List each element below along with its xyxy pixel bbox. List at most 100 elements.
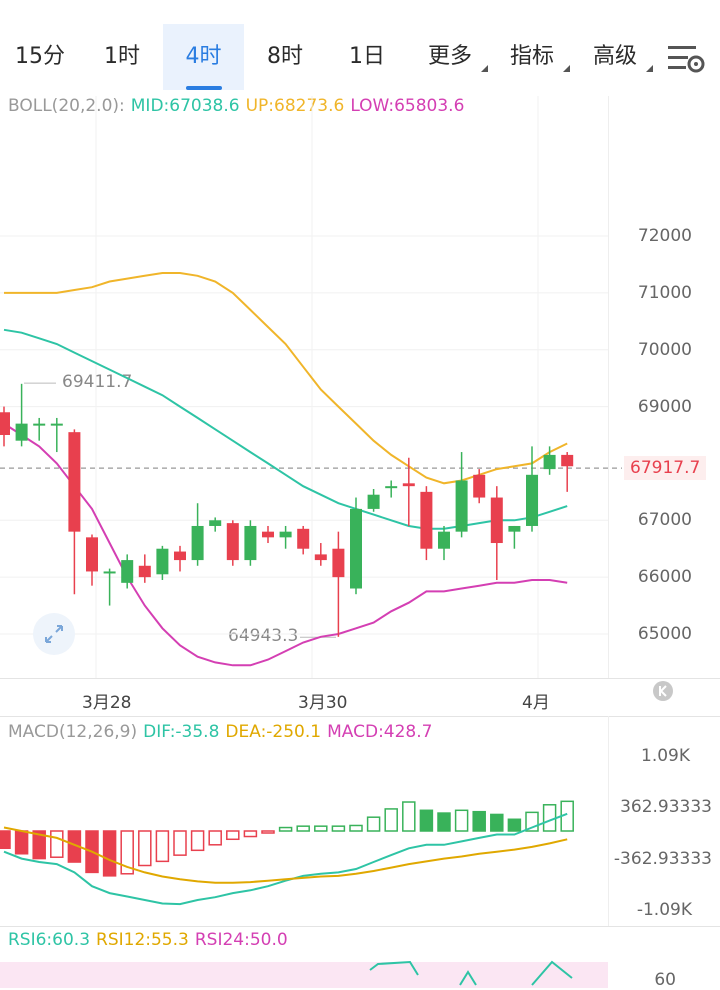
expand-chart-icon[interactable] xyxy=(32,612,76,656)
macd-bar xyxy=(278,826,293,832)
candle-body xyxy=(138,565,151,578)
tab-label: 高级 xyxy=(592,44,637,69)
candle-body xyxy=(490,497,503,544)
date-label: 4月 xyxy=(522,693,550,713)
macd-bar xyxy=(102,830,117,877)
boll-mid-line xyxy=(3,328,568,530)
macd-bar xyxy=(490,813,504,832)
tab-more[interactable]: 更多 xyxy=(410,24,490,90)
chart-divider xyxy=(0,716,720,717)
macd-bar xyxy=(384,808,398,832)
dropdown-triangle-icon xyxy=(646,65,653,72)
min-price-marker: 64943.3 xyxy=(228,626,299,646)
candle-body xyxy=(367,494,380,509)
boll-low-value: LOW:65803.6 xyxy=(350,96,465,116)
macd-bar xyxy=(226,830,240,841)
candle-body xyxy=(455,480,468,532)
tab-label: 1时 xyxy=(104,44,140,69)
price-tick: 67000 xyxy=(637,510,692,530)
tab-indicators[interactable]: 指标 xyxy=(492,24,572,90)
macd-bar xyxy=(525,811,539,832)
macd-tick: -1.09K xyxy=(636,900,692,920)
macd-bar xyxy=(419,809,434,832)
candle-body xyxy=(314,554,327,561)
macd-legend: MACD(12,26,9) DIF:-35.8 DEA:-250.1 MACD:428… xyxy=(8,722,438,742)
macd-bar xyxy=(454,809,469,832)
date-label: 3月28 xyxy=(82,693,132,713)
candle-body xyxy=(68,432,81,532)
tab-15m[interactable]: 15分 xyxy=(0,24,80,90)
macd-dea-line xyxy=(3,826,568,884)
boll-lower-line xyxy=(3,422,568,667)
candle-body xyxy=(86,537,98,572)
macd-bar xyxy=(437,812,451,832)
macd-dea-value: DEA:-250.1 xyxy=(225,722,322,742)
macd-bar xyxy=(32,830,46,860)
tab-4h[interactable]: 4时 xyxy=(163,24,244,90)
macd-bar xyxy=(331,825,346,832)
candle-body xyxy=(226,523,239,561)
tab-label: 4时 xyxy=(185,44,222,69)
tab-label: 更多 xyxy=(427,44,472,69)
tab-1d[interactable]: 1日 xyxy=(327,24,407,90)
macd-dif-value: DIF:-35.8 xyxy=(143,722,220,742)
macd-bar xyxy=(472,810,486,832)
macd-bar xyxy=(314,825,328,832)
max-price-marker: 69411.7 xyxy=(62,372,133,392)
candle-body xyxy=(156,548,169,575)
macd-name: MACD(12,26,9) xyxy=(8,722,138,742)
macd-bar xyxy=(243,830,258,838)
current-price-tag: 67917.7 xyxy=(624,456,707,480)
rsi-tick: 60 xyxy=(654,970,676,990)
chart-settings-icon[interactable] xyxy=(666,42,706,76)
macd-bar xyxy=(208,830,222,846)
chart-divider xyxy=(0,678,720,679)
rsi-legend: RSI6:60.3 RSI12:55.3 RSI24:50.0 xyxy=(8,930,294,950)
candle-body xyxy=(561,454,574,467)
candle-body xyxy=(350,508,362,589)
timeframe-tabbar: 15分 1时 4时 8时 1日 更多 指标 高级 xyxy=(0,0,720,96)
tab-label: 15分 xyxy=(15,44,65,69)
scroll-to-latest-icon[interactable] xyxy=(652,680,674,702)
candle-body xyxy=(262,531,274,538)
price-tick: 69000 xyxy=(637,397,692,417)
macd-bar xyxy=(366,816,381,832)
macd-bar xyxy=(261,830,275,834)
tab-1h[interactable]: 1时 xyxy=(82,24,162,90)
macd-bar xyxy=(296,825,310,832)
rsi6-line xyxy=(459,970,477,986)
candle-body xyxy=(103,571,116,574)
macd-hist-value: MACD:428.7 xyxy=(327,722,433,742)
macd-bar xyxy=(155,830,170,863)
candle-body xyxy=(438,531,450,549)
tab-label: 1日 xyxy=(349,44,385,69)
chart-divider xyxy=(0,926,720,927)
candle-body xyxy=(209,520,222,526)
macd-bar xyxy=(402,801,416,832)
candle-body xyxy=(473,474,486,498)
candle-body xyxy=(174,551,186,561)
boll-upper-line xyxy=(4,272,568,485)
macd-bar xyxy=(507,818,522,832)
tab-label: 指标 xyxy=(509,44,554,69)
macd-bar xyxy=(349,824,363,832)
price-tick: 72000 xyxy=(637,226,692,246)
price-axis-divider xyxy=(608,96,609,678)
boll-up-value: UP:68273.6 xyxy=(245,96,345,116)
price-tick: 71000 xyxy=(637,283,692,303)
candle-body xyxy=(244,525,257,561)
macd-bar xyxy=(50,830,64,858)
dropdown-triangle-icon xyxy=(563,65,570,72)
tab-advanced[interactable]: 高级 xyxy=(575,24,655,90)
tab-8h[interactable]: 8时 xyxy=(245,24,325,90)
candle-body xyxy=(543,454,556,470)
tab-label: 8时 xyxy=(267,44,303,69)
macd-bar xyxy=(173,830,187,856)
rsi-overbought-band xyxy=(0,962,608,988)
boll-mid-value: MID:67038.6 xyxy=(130,96,240,116)
macd-tick: -362.93333 xyxy=(613,849,712,869)
rsi12-value: RSI12:55.3 xyxy=(96,930,189,950)
candle-body xyxy=(50,423,63,426)
candle-body xyxy=(402,483,415,487)
